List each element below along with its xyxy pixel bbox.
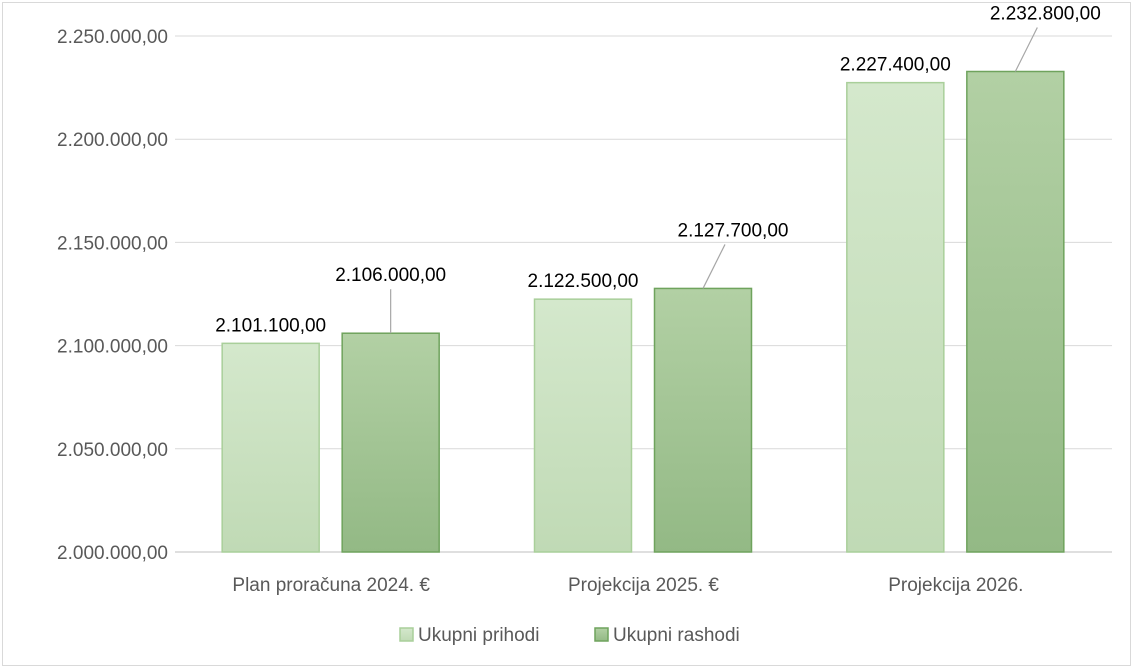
- bar-prihodi: [846, 81, 945, 553]
- y-tick-label: 2.200.000,00: [57, 130, 168, 151]
- x-axis-categories: Plan proračuna 2024. € Projekcija 2025. €…: [232, 575, 1023, 596]
- data-label: 2.122.500,00: [528, 271, 639, 292]
- data-label: 2.127.700,00: [678, 220, 789, 241]
- y-axis-ticks: 2.000.000,00 2.050.000,00 2.100.000,00 2.15…: [57, 27, 168, 564]
- legend-swatch: [399, 627, 414, 642]
- x-category-label: Projekcija 2026.: [888, 575, 1023, 596]
- x-category-label: Projekcija 2025. €: [568, 575, 719, 596]
- y-tick-label: 2.100.000,00: [57, 337, 168, 358]
- data-label: 2.106.000,00: [335, 265, 446, 286]
- data-label: 2.232.800,00: [990, 4, 1101, 25]
- leader-line: [1014, 27, 1038, 72]
- bar-prihodi: [533, 298, 633, 553]
- bar-prihodi: [221, 342, 320, 553]
- y-tick-label: 2.250.000,00: [57, 27, 168, 48]
- data-label: 2.227.400,00: [840, 55, 951, 76]
- y-tick-label: 2.000.000,00: [57, 543, 168, 564]
- leader-line: [702, 244, 726, 289]
- gridlines: [175, 35, 1112, 553]
- bar-rashodi: [966, 70, 1065, 553]
- data-labels: 2.101.100,00 2.106.000,00 2.122.500,00 2.12…: [215, 4, 1101, 337]
- legend-label: Ukupni prihodi: [418, 625, 539, 646]
- bars: [221, 70, 1065, 553]
- legend-label: Ukupni rashodi: [613, 625, 740, 646]
- x-category-label: Plan proračuna 2024. €: [232, 575, 430, 596]
- legend: Ukupni prihodi Ukupni rashodi: [399, 625, 740, 646]
- y-tick-label: 2.050.000,00: [57, 440, 168, 461]
- data-label: 2.101.100,00: [215, 315, 326, 336]
- leader-lines: [390, 27, 1038, 334]
- bar-rashodi: [341, 332, 440, 553]
- y-tick-label: 2.150.000,00: [57, 233, 168, 254]
- legend-swatch: [594, 627, 609, 642]
- bar-rashodi: [653, 287, 753, 553]
